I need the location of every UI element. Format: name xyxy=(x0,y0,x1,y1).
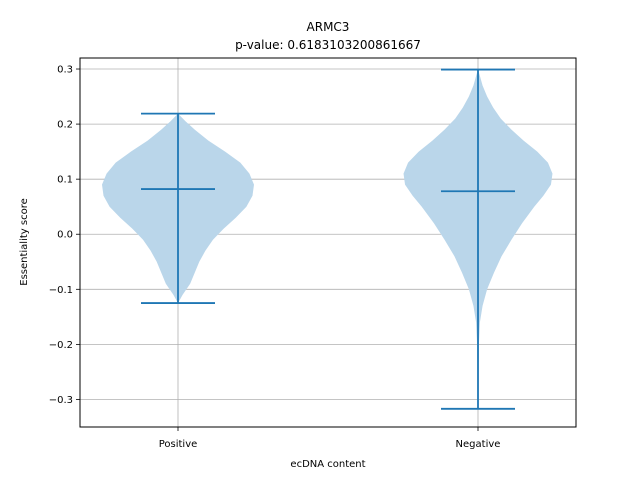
y-tick-label: 0.3 xyxy=(57,65,73,76)
y-tick-label: −0.1 xyxy=(49,285,73,296)
y-tick-label: 0.2 xyxy=(57,120,73,131)
x-axis-label: ecDNA content xyxy=(290,459,365,470)
plot-frame xyxy=(79,57,577,428)
chart-subtitle: p-value: 0.6183103200861667 xyxy=(235,38,421,52)
y-tick-label: −0.2 xyxy=(49,340,73,351)
y-tick-label: 0.0 xyxy=(57,230,73,241)
y-tick-label: 0.1 xyxy=(57,175,73,186)
y-axis-label: Essentiality score xyxy=(19,198,30,286)
tick-layer: −0.3 −0.2 −0.1 0.0 0.1 0.2 0.3 Positive Negative xyxy=(49,65,501,450)
x-tick-label: Negative xyxy=(456,439,501,450)
y-tick-label: −0.3 xyxy=(49,395,73,406)
chart-title: ARMC3 xyxy=(307,20,350,34)
violin-layer xyxy=(102,68,553,410)
x-tick-label: Positive xyxy=(159,439,198,450)
